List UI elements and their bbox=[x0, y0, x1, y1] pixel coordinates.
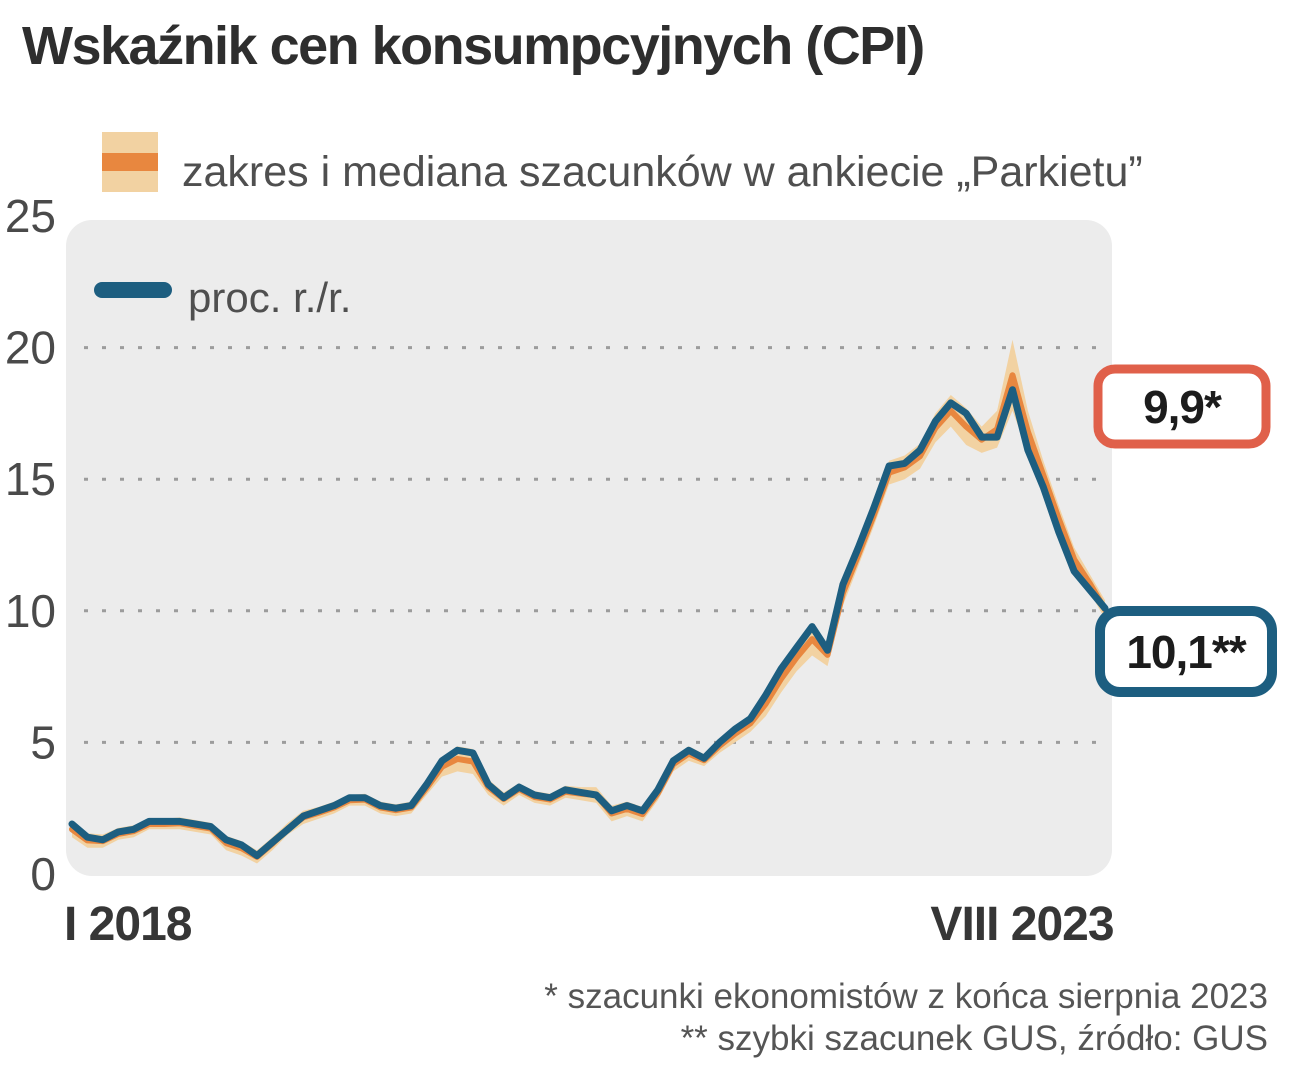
legend-cpi-line: proc. r./r. bbox=[94, 274, 351, 321]
cpi-line bbox=[68, 386, 1109, 860]
y-tick-label: 5 bbox=[30, 716, 56, 768]
y-tick-label: 0 bbox=[30, 848, 56, 900]
gus-flash-callout: 10,1** bbox=[1095, 606, 1277, 697]
cpi-line-swatch-icon bbox=[94, 282, 172, 298]
y-tick-label: 10 bbox=[5, 585, 56, 637]
median-swatch bbox=[102, 153, 158, 171]
band-swatch-top bbox=[102, 132, 158, 153]
legend-cpi-line-label: proc. r./r. bbox=[188, 274, 351, 321]
legend-survey-band-label: zakres i mediana szacunków w ankiecie „P… bbox=[182, 148, 1143, 196]
gus-flash-value: 10,1** bbox=[1126, 626, 1246, 678]
gus-flash-callout-box bbox=[1095, 606, 1277, 697]
survey-estimate-value: 9,9* bbox=[1143, 381, 1222, 433]
y-axis: 25 20 15 10 5 0 bbox=[5, 190, 56, 900]
y-tick-label: 20 bbox=[5, 322, 56, 374]
gridlines bbox=[84, 346, 1098, 744]
y-tick-label: 25 bbox=[5, 190, 56, 242]
x-axis-end-label: VIII 2023 bbox=[930, 898, 1113, 951]
footnote-survey: * szacunki ekonomistów z końca sierpnia … bbox=[544, 977, 1268, 1016]
survey-estimate-callout: 9,9* bbox=[1093, 364, 1271, 449]
survey-band-area bbox=[72, 339, 1105, 864]
survey-band-swatch-icon bbox=[102, 132, 158, 192]
x-axis-start-label: I 2018 bbox=[64, 898, 192, 951]
legend-survey-band: zakres i mediana szacunków w ankiecie „P… bbox=[102, 132, 1143, 196]
plot-area bbox=[66, 220, 1112, 876]
chart-title: Wskaźnik cen konsumpcyjnych (CPI) bbox=[22, 16, 924, 76]
survey-estimate-callout-box bbox=[1093, 364, 1271, 449]
y-tick-label: 15 bbox=[5, 453, 56, 505]
band-swatch-bottom bbox=[102, 171, 158, 192]
footnote-gus: ** szybki szacunek GUS, źródło: GUS bbox=[681, 1019, 1268, 1058]
